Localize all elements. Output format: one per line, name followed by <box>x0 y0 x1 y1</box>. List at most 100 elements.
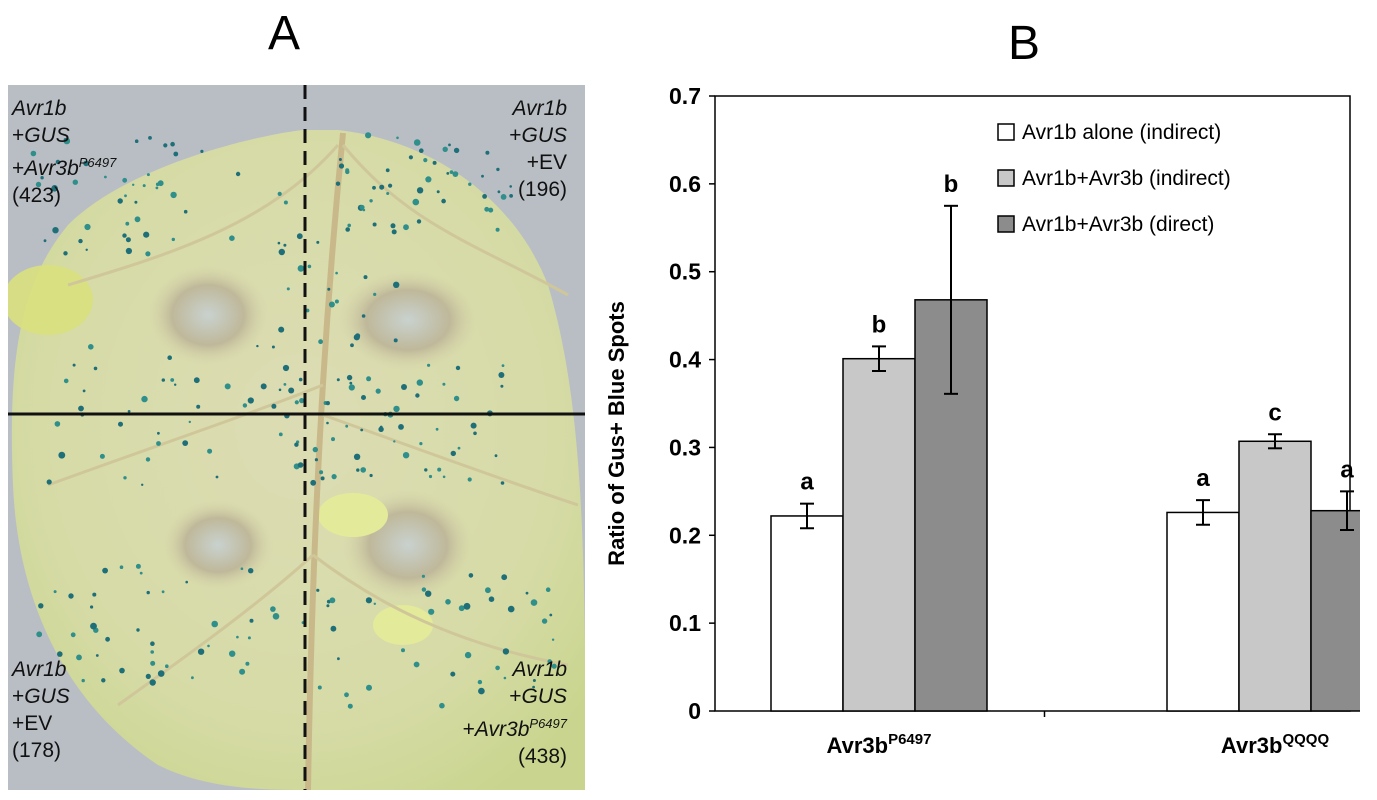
blue-spot <box>36 631 43 638</box>
blue-spot <box>360 467 367 473</box>
blue-spot <box>439 702 445 709</box>
quadrant-label-bottom-left: Avr1b +GUS +EV (178) <box>12 656 70 764</box>
blue-spot <box>549 613 553 617</box>
y-tick-label: 0.3 <box>669 434 701 460</box>
y-tick-label: 0.2 <box>669 522 701 548</box>
blue-spot <box>240 567 244 570</box>
blue-spot <box>85 248 88 251</box>
blue-spot <box>170 191 177 199</box>
blue-spot <box>425 590 432 597</box>
quadrant-line2-gene: GUS <box>521 124 567 147</box>
y-tick-label: 0 <box>688 698 701 724</box>
blue-spot <box>90 622 97 630</box>
blue-spot <box>134 216 141 223</box>
blue-spot <box>247 397 254 404</box>
blue-spot <box>157 670 165 677</box>
blue-spot <box>211 620 218 628</box>
legend-swatch <box>997 169 1015 187</box>
blue-spot <box>297 265 305 272</box>
vein <box>312 553 569 667</box>
blue-spot <box>271 345 275 349</box>
blue-spot <box>331 474 337 480</box>
blue-spot <box>207 644 210 648</box>
blue-spot <box>229 650 236 657</box>
blue-spot <box>170 378 175 382</box>
blue-spot <box>547 659 552 664</box>
blue-spot <box>449 170 454 174</box>
blue-spot <box>338 163 345 169</box>
blue-spot <box>236 635 239 639</box>
quadrant-count: (196) <box>517 178 567 201</box>
blue-spot <box>35 181 42 188</box>
blue-spot <box>135 563 141 569</box>
blue-spot <box>365 597 372 604</box>
blue-spot <box>283 243 287 247</box>
blue-spot <box>361 314 366 318</box>
blue-spot <box>356 468 360 472</box>
blue-spot <box>457 446 461 450</box>
quadrant-line1: Avr1b <box>12 658 67 681</box>
blue-spot <box>171 237 175 242</box>
blue-spot <box>146 173 150 177</box>
blue-spot <box>424 468 428 472</box>
blue-spot <box>82 389 86 393</box>
quadrant-count: (178) <box>12 739 62 762</box>
quadrant-line1: Avr1b <box>512 658 567 681</box>
blue-spot <box>229 235 235 241</box>
significance-letter: b <box>872 311 887 338</box>
blue-spot <box>362 208 366 212</box>
blue-spot <box>157 431 160 435</box>
blue-spot <box>401 648 405 653</box>
blue-spot <box>446 172 450 175</box>
gus-blue-spots <box>30 132 557 709</box>
blue-spot <box>437 467 442 472</box>
blue-spot <box>104 175 107 179</box>
blue-spot <box>453 147 460 154</box>
blue-spot <box>63 378 69 384</box>
blue-spot <box>93 366 98 371</box>
blue-spot <box>248 568 254 574</box>
blue-spot <box>551 663 557 669</box>
panel-b-letter: B <box>1008 17 1041 70</box>
blue-spot <box>141 395 148 403</box>
blue-spot <box>375 388 381 394</box>
blue-spot <box>485 150 490 155</box>
blue-spot <box>360 428 364 432</box>
blue-spot <box>372 222 377 227</box>
blue-spot <box>102 567 108 574</box>
y-tick-label: 0.5 <box>669 259 701 285</box>
quadrant-line3-sup: P6497 <box>78 155 117 170</box>
blue-spot <box>70 632 76 638</box>
blue-spot <box>224 383 231 390</box>
blue-spot <box>326 421 329 425</box>
blue-spot <box>391 229 397 235</box>
blue-spot <box>327 287 331 291</box>
blue-spot <box>68 593 74 599</box>
blue-spot <box>122 177 128 183</box>
blue-spot <box>326 604 330 608</box>
blue-spot <box>278 326 285 333</box>
blue-spot <box>101 678 106 683</box>
blue-spot <box>450 450 456 457</box>
blue-spot <box>188 420 191 424</box>
blue-spot <box>165 664 169 668</box>
blue-spot <box>183 209 188 214</box>
blue-spot <box>173 151 179 157</box>
blue-spot <box>53 590 57 594</box>
quadrant-line3-prefix: + <box>12 157 25 180</box>
leaf-photo <box>8 85 585 790</box>
blue-spot <box>124 194 127 198</box>
blue-spot <box>551 638 555 641</box>
blue-spot <box>421 587 427 592</box>
quadrant-line3-prefix: + <box>462 718 475 741</box>
blue-spot <box>348 384 355 391</box>
blue-spot <box>353 453 361 460</box>
blue-spot <box>345 227 351 232</box>
quadrant-line1: Avr1b <box>512 97 567 120</box>
blue-spot <box>473 431 477 436</box>
blue-spot <box>458 605 465 612</box>
light-spot-2 <box>373 605 433 645</box>
blue-spot <box>288 387 295 394</box>
blue-spot <box>249 618 254 623</box>
blue-spot <box>408 155 413 160</box>
